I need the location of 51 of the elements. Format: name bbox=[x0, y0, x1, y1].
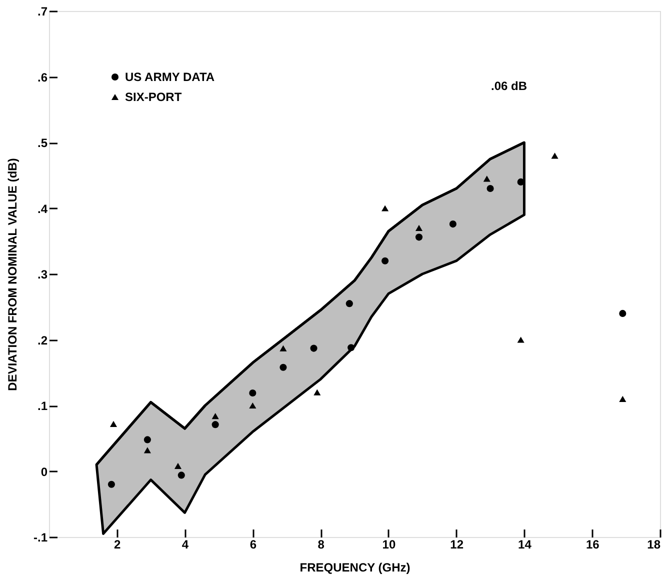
point bbox=[382, 205, 389, 212]
point bbox=[382, 257, 389, 264]
point bbox=[212, 421, 219, 428]
point bbox=[619, 396, 626, 402]
point bbox=[346, 300, 353, 308]
point bbox=[144, 447, 151, 454]
point bbox=[108, 480, 115, 488]
point bbox=[483, 176, 490, 182]
point bbox=[415, 234, 423, 241]
x-tick-label: 2 bbox=[114, 538, 122, 552]
point bbox=[280, 364, 287, 371]
point bbox=[110, 420, 118, 427]
x-tick-label: 16 bbox=[586, 538, 600, 552]
point bbox=[314, 389, 321, 396]
point bbox=[178, 472, 185, 479]
x-tick-label: 10 bbox=[382, 538, 396, 552]
legend-label: US ARMY DATA bbox=[125, 70, 215, 84]
y-tick-label: .4 bbox=[37, 202, 48, 216]
point bbox=[310, 344, 318, 352]
point bbox=[174, 462, 182, 470]
line-series bbox=[95, 141, 526, 466]
point bbox=[486, 184, 494, 192]
point bbox=[517, 336, 524, 343]
x-tick-label: 6 bbox=[250, 538, 257, 552]
point bbox=[280, 345, 287, 352]
x-tick-label: 12 bbox=[450, 538, 464, 552]
y-tick-label: .6 bbox=[37, 70, 48, 84]
x-axis-title: FREQUENCY (GHz) bbox=[300, 560, 410, 574]
y-tick-label: .1 bbox=[37, 399, 48, 413]
point bbox=[551, 152, 558, 159]
annotation: .06 dB bbox=[490, 79, 528, 93]
point bbox=[212, 412, 219, 420]
y-tick-label: .2 bbox=[37, 333, 48, 348]
y-tick-label: .5 bbox=[37, 136, 48, 150]
point bbox=[619, 310, 626, 317]
x-tick-label: 8 bbox=[318, 538, 325, 552]
x-tick-label: 18 bbox=[647, 538, 661, 552]
y-tick-label: .3 bbox=[37, 268, 48, 282]
point bbox=[449, 220, 456, 228]
y-tick-label: -.1 bbox=[33, 530, 48, 544]
legend-label: SIX-PORT bbox=[125, 90, 182, 104]
point bbox=[348, 344, 355, 352]
x-tick-label: 4 bbox=[182, 538, 189, 552]
y-axis-title: DEVIATION FROM NOMINAL VALUE (dB) bbox=[5, 158, 20, 391]
point bbox=[249, 402, 256, 409]
point bbox=[144, 436, 151, 444]
y-tick-label: 0 bbox=[40, 464, 48, 479]
point bbox=[249, 389, 256, 397]
x-tick-label: 14 bbox=[518, 538, 532, 552]
y-tick-label: .7 bbox=[37, 4, 48, 18]
point bbox=[415, 224, 423, 232]
